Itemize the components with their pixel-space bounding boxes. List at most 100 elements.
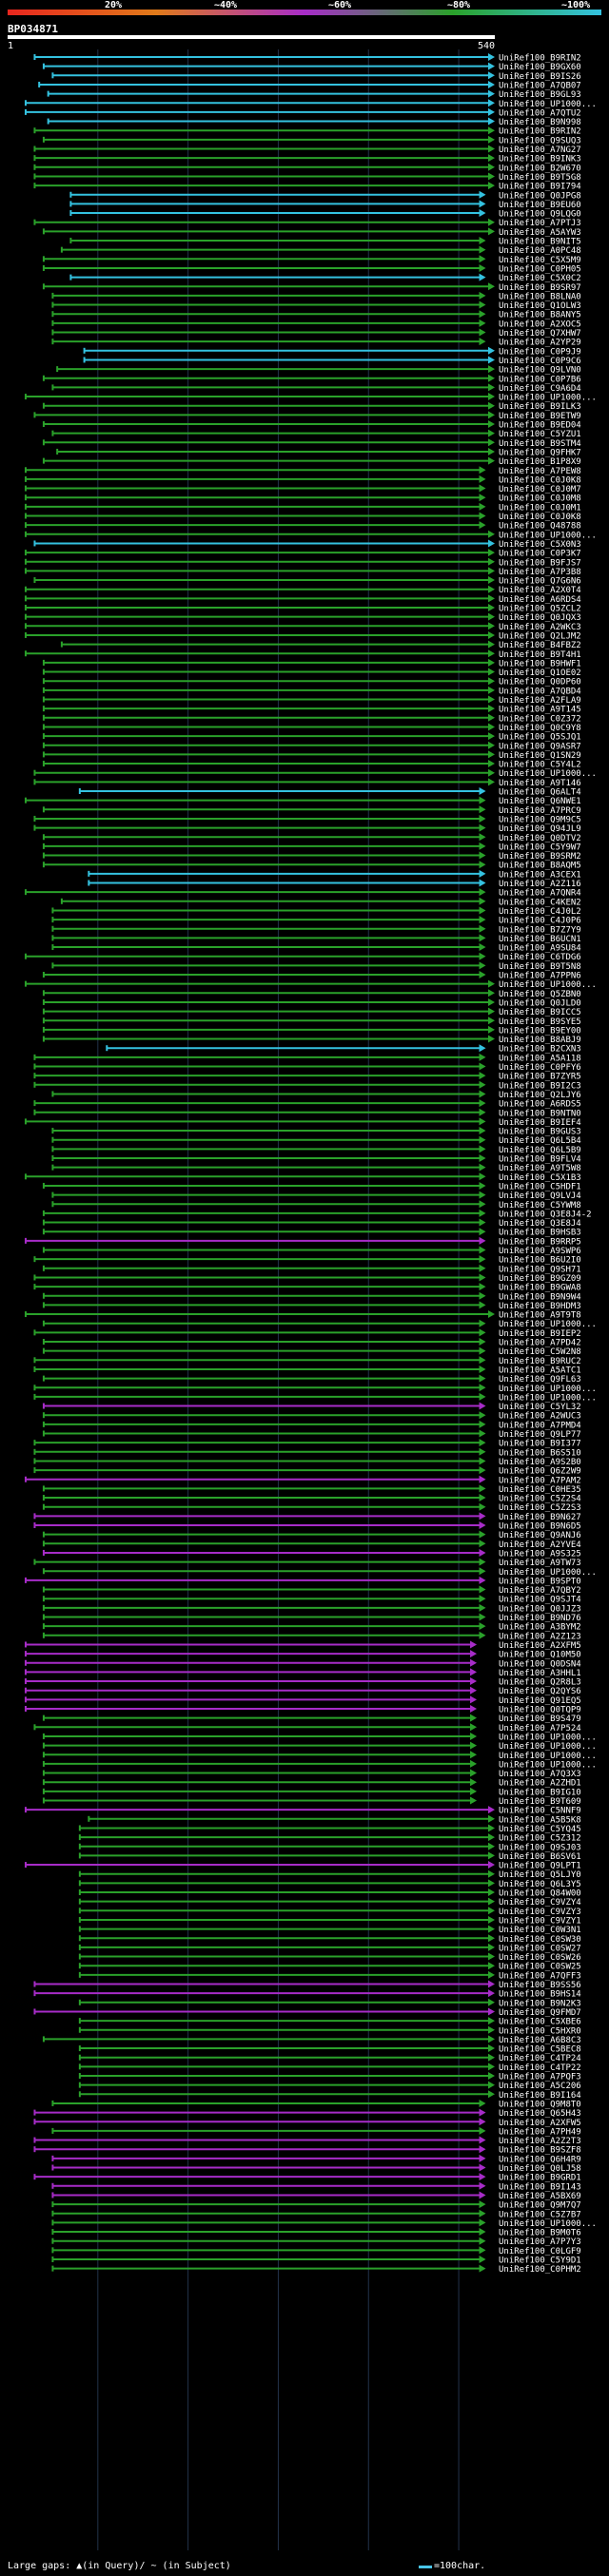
hit-row: UniRef100_B9SRM2	[42, 851, 581, 862]
hit-label: UniRef100_C5Z2S3	[499, 1503, 581, 1513]
hit-row: UniRef100_Q6NWE1	[24, 796, 581, 806]
hit-arrow	[488, 539, 495, 548]
hit-row: UniRef100_A7QNR4	[24, 888, 581, 899]
hit-label: UniRef100_B9I2C3	[499, 1081, 581, 1091]
hit-row: UniRef100_C9VZY4	[78, 1897, 581, 1908]
hit-label: UniRef100_C0PHM2	[499, 2265, 581, 2275]
hit-row: UniRef100_C5YQ45	[78, 1824, 581, 1834]
hit-label: UniRef100_C0SW30	[499, 1935, 581, 1945]
hit-label: UniRef100_A9SU84	[499, 944, 581, 954]
hit-arrow	[479, 1622, 486, 1631]
hit-label: UniRef100_Q9LVN0	[499, 366, 581, 376]
hit-row: UniRef100_Q9SJ03	[78, 1842, 581, 1852]
hit-row: UniRef100_B9SPT0	[24, 1576, 581, 1586]
hit-arrow	[488, 429, 495, 437]
hit-label: UniRef100_C0SW27	[499, 1944, 581, 1953]
hit-arrow	[479, 943, 486, 952]
hit-row: UniRef100_B9GRD1	[33, 2173, 581, 2183]
hit-label: UniRef100_C5YWM8	[499, 1201, 581, 1211]
hit-row: UniRef100_B9HDM3	[42, 1301, 581, 1311]
hit-arrow	[479, 1411, 486, 1420]
hit-label: UniRef100_UP1000...	[499, 2219, 597, 2229]
identity-legend-bar	[8, 10, 601, 15]
hit-arrow	[479, 1319, 486, 1327]
hit-arrow	[479, 1044, 486, 1053]
hit-row: UniRef100_B9EY00	[42, 1025, 581, 1036]
hit-arrow	[488, 576, 495, 585]
hit-label: UniRef100_C5HXR0	[499, 2026, 581, 2036]
hit-label: UniRef100_A2ZHD1	[499, 1779, 581, 1789]
hit-label: UniRef100_A7NG27	[499, 145, 581, 155]
hit-row: UniRef100_A2ZHD1	[42, 1778, 581, 1789]
hit-label: UniRef100_A7PEW8	[499, 467, 581, 476]
hit-arrow	[488, 126, 495, 135]
hit-arrow	[488, 2053, 495, 2062]
hit-label: UniRef100_A9T9T8	[499, 1311, 581, 1321]
hit-arrow	[488, 585, 495, 593]
hit-row: UniRef100_Q1SN29	[42, 750, 581, 761]
hit-arrow	[479, 1228, 486, 1236]
hit-row: UniRef100_C9A6D4	[51, 383, 581, 394]
hit-row: UniRef100_UP1000...	[33, 1392, 597, 1403]
hit-row: UniRef100_Q0JPG8	[69, 190, 581, 201]
hit-label: UniRef100_C4J0L2	[499, 907, 581, 917]
hit-arrow	[488, 117, 495, 126]
hit-label: UniRef100_B9ETW9	[499, 412, 581, 421]
hit-arrow	[488, 53, 495, 61]
hit-label: UniRef100_C5Z312	[499, 1834, 581, 1844]
hit-row: UniRef100_Q3E8J4	[42, 1218, 581, 1229]
hit-label: UniRef100_Q0DP60	[499, 678, 581, 688]
hit-row: UniRef100_C0SW25	[78, 1962, 581, 1972]
hit-label: UniRef100_Q1OE02	[499, 668, 581, 678]
hit-row: UniRef100_B9T4H1	[24, 649, 581, 660]
hit-arrow	[488, 447, 495, 455]
hit-label: UniRef100_Q6L5B9	[499, 1146, 581, 1155]
hit-label: UniRef100_Q2R8L3	[499, 1678, 581, 1688]
hit-label: UniRef100_UP1000...	[499, 1568, 597, 1578]
hit-arrow	[479, 1154, 486, 1162]
hit-arrow	[488, 713, 495, 722]
hit-row: UniRef100_A7PAM2	[24, 1475, 581, 1485]
hit-arrow	[479, 1145, 486, 1153]
hit-row: UniRef100_B6SV61	[78, 1851, 581, 1862]
hit-row: UniRef100_B9SS56	[33, 1980, 581, 1990]
hit-label: UniRef100_A2Z116	[499, 880, 581, 889]
legend-label-1: 20%	[105, 0, 123, 10]
hit-row: UniRef100_Q3E8J4-2	[42, 1209, 592, 1219]
hit-row: UniRef100_Q0JLD0	[42, 997, 581, 1008]
hit-arrow	[479, 1356, 486, 1365]
hit-row: UniRef100_A7QB07	[38, 80, 581, 90]
hit-row: UniRef100_Q2R8L3	[24, 1677, 581, 1688]
hit-row: UniRef100_Q6L5B9	[51, 1145, 581, 1155]
hit-label: UniRef100_Q48788	[499, 522, 581, 532]
hit-row: UniRef100_Q0JJZ3	[42, 1603, 581, 1614]
hit-row: UniRef100_C5Z2S3	[42, 1502, 581, 1513]
hit-label: UniRef100_C5X5M9	[499, 256, 581, 265]
hit-label: UniRef100_A9T145	[499, 706, 581, 715]
hit-arrow	[470, 1695, 478, 1704]
hit-label: UniRef100_C0J0K8	[499, 475, 581, 485]
hit-arrow	[479, 2163, 486, 2172]
hit-row: UniRef100_A7PH49	[51, 2126, 581, 2137]
hit-arrow	[479, 1576, 486, 1584]
hit-arrow	[488, 218, 495, 226]
hit-row: UniRef100_Q7XHW7	[51, 328, 581, 339]
hit-row: UniRef100_B9GX60	[42, 62, 581, 72]
hit-label: UniRef100_A6RDS4	[499, 595, 581, 605]
hit-arrow	[488, 604, 495, 611]
hit-label: UniRef100_Q0DSN4	[499, 1659, 581, 1669]
alignment-chart: UniRef100_B9RIN2UniRef100_B9GX60UniRef10…	[24, 49, 597, 2550]
hit-label: UniRef100_B9GZ09	[499, 1274, 581, 1284]
hit-label: UniRef100_A5C206	[499, 2082, 581, 2091]
hit-label: UniRef100_C5Y4L2	[499, 761, 581, 770]
hit-row: UniRef100_B9M0T6	[51, 2228, 581, 2238]
hit-label: UniRef100_UP1000...	[499, 1393, 597, 1403]
hit-row: UniRef100_B9N9W4	[42, 1291, 581, 1302]
hit-arrow	[488, 1943, 495, 1951]
hit-label: UniRef100_B9EY00	[499, 1026, 581, 1036]
hit-label: UniRef100_A7QNR4	[499, 889, 581, 899]
hit-row: UniRef100_B9EU60	[69, 200, 581, 210]
hit-label: UniRef100_C5YZU1	[499, 430, 581, 439]
hit-arrow	[488, 2081, 495, 2089]
hit-label: UniRef100_C5YL32	[499, 1403, 581, 1412]
